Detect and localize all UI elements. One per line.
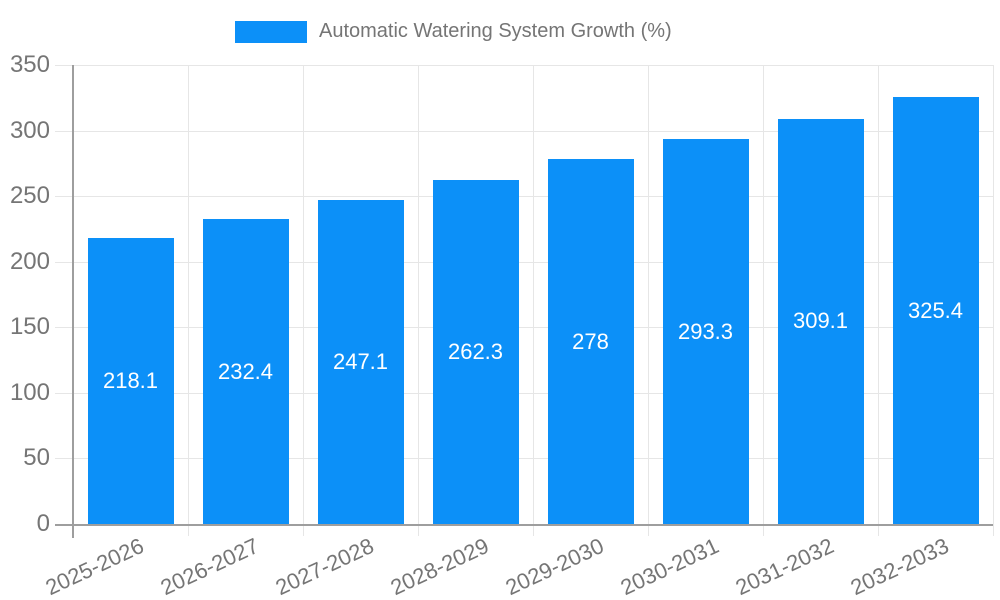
y-axis-line (72, 65, 74, 538)
gridline-vertical (993, 65, 994, 536)
x-axis-line (55, 524, 993, 526)
gridline-vertical (303, 65, 304, 536)
bar[interactable]: 232.4 (202, 219, 289, 524)
gridline-vertical (878, 65, 879, 536)
bar-value-label: 247.1 (332, 348, 389, 374)
y-tick-label: 350 (9, 51, 50, 78)
y-tick-label: 300 (9, 116, 50, 144)
gridline-vertical (188, 65, 189, 536)
gridline-horizontal (55, 327, 993, 329)
bar[interactable]: 309.1 (777, 118, 864, 524)
gridline-horizontal (55, 392, 993, 394)
y-tick-label: 150 (9, 313, 50, 341)
y-tick-label: 0 (36, 510, 50, 537)
bar-value-label: 218.1 (102, 367, 159, 393)
gridline-horizontal (55, 261, 993, 263)
legend-swatch-icon (235, 20, 307, 43)
gridline-vertical (533, 65, 534, 536)
legend[interactable]: Automatic Watering System Growth (%) (235, 20, 672, 43)
gridline-vertical (418, 65, 419, 536)
bar-value-label: 325.4 (907, 297, 964, 323)
y-tick-label: 50 (23, 444, 50, 472)
gridline-horizontal (55, 458, 993, 460)
bar[interactable]: 325.4 (892, 97, 979, 524)
y-tick-label: 250 (9, 182, 50, 210)
gridline-horizontal (55, 130, 993, 132)
y-tick-label: 200 (9, 247, 50, 275)
bar[interactable]: 278 (547, 159, 634, 524)
bar-value-label: 293.3 (677, 318, 734, 344)
gridline-horizontal (55, 65, 993, 66)
y-tick-label: 100 (9, 378, 50, 406)
gridline-horizontal (55, 196, 993, 198)
bar[interactable]: 247.1 (317, 199, 404, 524)
bar-value-label: 309.1 (792, 308, 849, 334)
bar[interactable]: 262.3 (432, 180, 519, 524)
gridline-vertical (648, 65, 649, 536)
bar-value-label: 262.3 (447, 338, 504, 364)
x-tick-label: 2025-2026 (41, 533, 148, 600)
bar-value-label: 232.4 (217, 358, 274, 384)
bar[interactable]: 293.3 (662, 139, 749, 524)
bar[interactable]: 218.1 (87, 237, 174, 524)
gridline-vertical (763, 65, 764, 536)
bar-value-label: 278 (572, 328, 609, 354)
legend-label: Automatic Watering System Growth (%) (319, 20, 672, 42)
